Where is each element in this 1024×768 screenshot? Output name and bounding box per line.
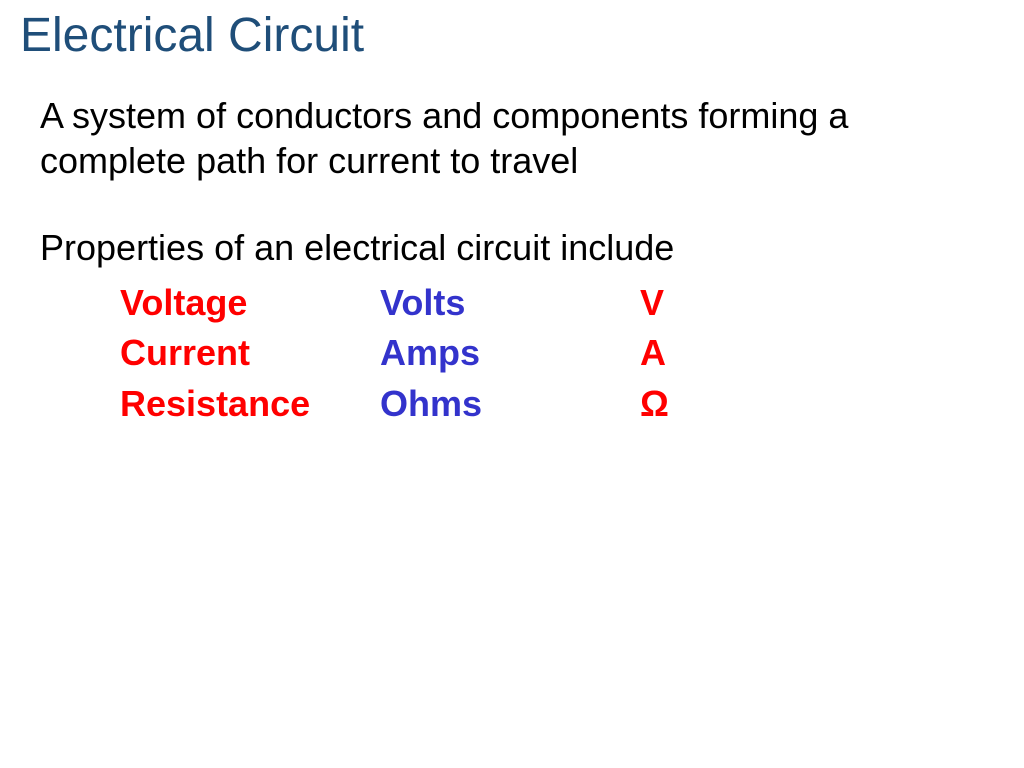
slide: Electrical Circuit A system of conductor… bbox=[0, 0, 1024, 768]
property-symbol: V bbox=[640, 278, 720, 328]
property-row: Current Amps A bbox=[120, 328, 1004, 378]
property-symbol: Ω bbox=[640, 379, 720, 429]
property-symbol: A bbox=[640, 328, 720, 378]
slide-body: A system of conductors and components fo… bbox=[20, 93, 1004, 429]
properties-heading: Properties of an electrical circuit incl… bbox=[40, 225, 1004, 270]
property-name: Resistance bbox=[120, 379, 380, 429]
property-unit: Ohms bbox=[380, 379, 640, 429]
property-unit: Amps bbox=[380, 328, 640, 378]
property-unit: Volts bbox=[380, 278, 640, 328]
property-name: Current bbox=[120, 328, 380, 378]
properties-table: Voltage Volts V Current Amps A Resistanc… bbox=[40, 278, 1004, 429]
property-name: Voltage bbox=[120, 278, 380, 328]
definition-text: A system of conductors and components fo… bbox=[40, 93, 1004, 183]
slide-title: Electrical Circuit bbox=[20, 8, 1004, 63]
property-row: Resistance Ohms Ω bbox=[120, 379, 1004, 429]
property-row: Voltage Volts V bbox=[120, 278, 1004, 328]
